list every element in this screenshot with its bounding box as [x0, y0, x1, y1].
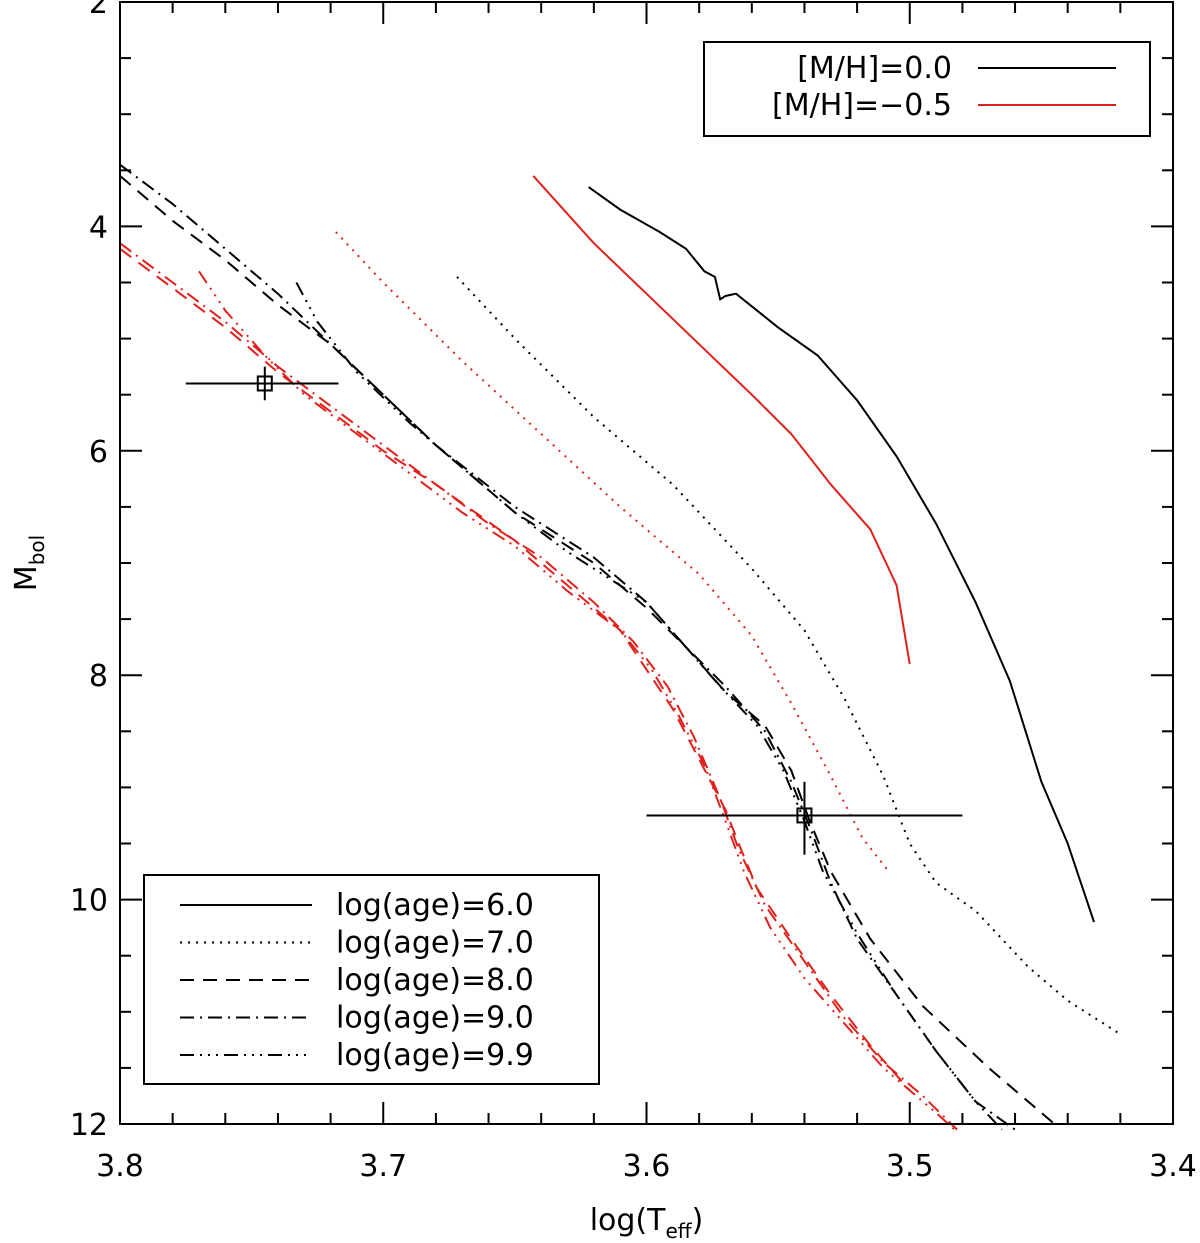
- y-tick-label: 6: [89, 435, 108, 470]
- legend-metallicity-label-solar: [M/H]=0.0: [797, 51, 952, 86]
- datapoint-2-marker: [796, 807, 813, 824]
- isochrone-solar-90: [119, 163, 1016, 1131]
- isochrone-metal-poor-70: [335, 231, 890, 873]
- x-axis-label: log(Teff): [590, 1203, 704, 1243]
- y-axis-label: Mbol: [9, 535, 49, 591]
- isochrone-metal-poor-90: [119, 242, 958, 1131]
- y-axis-label-subscript: bol: [25, 535, 49, 566]
- observed-datapoints-group: [185, 366, 963, 855]
- y-tick-label: 12: [70, 1108, 108, 1143]
- legend-age-label-7-0: log(age)=7.0: [336, 926, 534, 961]
- isochrone-series-group: [119, 163, 1121, 1131]
- isochrone-metal-poor-99: [198, 270, 956, 1131]
- isochrone-solar-60: [588, 186, 1095, 923]
- legend-age-label-8-0: log(age)=8.0: [336, 963, 534, 998]
- legend-age-label-9-0: log(age)=9.0: [336, 1001, 534, 1036]
- axes-group: 3.8 3.7 3.6 3.5 3.4 2 4 6 8 10 12: [70, 0, 1197, 1184]
- isochrone-metal-poor-60: [532, 175, 911, 665]
- isochrone-solar-99: [295, 282, 1003, 1131]
- isochrone-solar-80: [119, 175, 1056, 1125]
- x-tick-label: 3.8: [96, 1149, 144, 1184]
- metallicity-legend: [M/H]=0.0 [M/H]=−0.5: [703, 41, 1151, 137]
- x-tick-label: 3.4: [1149, 1149, 1197, 1184]
- legend-age-label-9-9: log(age)=9.9: [336, 1038, 534, 1073]
- metallicity-legend-box: [703, 41, 1151, 137]
- x-axis-label-subscript: eff: [665, 1219, 692, 1243]
- legend-age-label-6-0: log(age)=6.0: [336, 888, 534, 923]
- age-legend: log(age)=6.0 log(age)=7.0 log(age)=8.0 l…: [143, 874, 600, 1085]
- datapoint-1-marker: [256, 375, 273, 392]
- age-legend-box: [143, 874, 600, 1085]
- isochrone-metal-poor-80: [119, 247, 911, 1091]
- y-tick-label: 2: [89, 0, 108, 21]
- legend-metallicity-label-metal-poor: [M/H]=−0.5: [772, 88, 952, 123]
- x-tick-label: 3.6: [623, 1149, 671, 1184]
- x-tick-label: 3.5: [886, 1149, 934, 1184]
- y-tick-label: 10: [70, 884, 108, 919]
- y-tick-label: 8: [89, 659, 108, 694]
- x-tick-label: 3.7: [359, 1149, 407, 1184]
- y-tick-label: 4: [89, 210, 108, 245]
